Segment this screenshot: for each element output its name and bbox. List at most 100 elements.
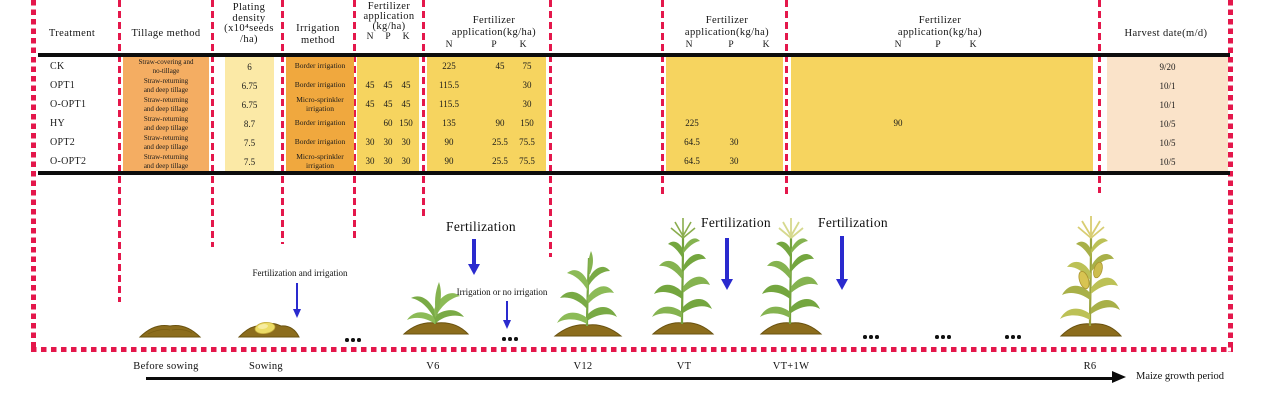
timeline-arrowhead-icon [1112, 371, 1126, 383]
npk-label: P [935, 40, 941, 50]
blue-arrow-icon [502, 320, 511, 329]
fert-value: 150 [399, 118, 413, 128]
density-value: 8.7 [243, 118, 256, 129]
fert-value [918, 57, 958, 76]
fertilization-label: Fertilization [701, 215, 771, 230]
fertilizer2-column-block [427, 57, 546, 171]
fert-value [953, 152, 993, 171]
harvest-value: 10/5 [1159, 156, 1176, 167]
fert-value: 90 [444, 156, 454, 166]
fert-value: 45 [401, 99, 411, 109]
tillage-cell: Straw-returning and deep tillage [143, 134, 189, 151]
fert-value [747, 133, 787, 152]
table-top-rule [38, 53, 1230, 57]
fert-value [953, 76, 993, 95]
density-value: 7.5 [243, 137, 256, 148]
fert-value [953, 95, 993, 114]
npk-label: P [385, 32, 391, 42]
fert-value: 30 [383, 156, 393, 166]
fert-value [918, 133, 958, 152]
fertilization-irrigation-label: Fertilization and irrigation [252, 268, 348, 278]
fert-value [878, 152, 918, 171]
harvest-value: 10/5 [1159, 137, 1176, 148]
blue-arrow-icon [721, 279, 733, 290]
npk-label: P [728, 40, 734, 50]
ellipsis-dots [502, 337, 518, 341]
blue-arrow-icon [468, 264, 480, 275]
fert-value: 64.5 [684, 137, 700, 147]
blue-arrow-icon [840, 236, 844, 279]
blue-arrow-icon [725, 238, 729, 279]
fert-value: 25.5 [492, 156, 508, 166]
fert-value [918, 152, 958, 171]
fertilization-label: Fertilization [818, 215, 888, 230]
harvest-header: Harvest date(m/d) [1124, 28, 1208, 39]
fert2-header: Fertilizer application(kg/ha) [451, 15, 537, 38]
fertilizer4-column-block [791, 57, 1093, 171]
ellipsis-dots [345, 338, 361, 342]
tillage-cell: Straw-returning and deep tillage [143, 153, 189, 170]
fert-value: 30 [401, 156, 411, 166]
npk-label: K [969, 40, 977, 50]
treatment-label: OPT2 [50, 137, 76, 148]
irrigation-cell: Border irrigation [294, 118, 346, 128]
treatment-header: Treatment [48, 28, 96, 39]
fert-value: 30 [383, 137, 393, 147]
fert-value: 225 [442, 61, 456, 71]
ellipsis-dots [863, 335, 879, 339]
stage-label: Sowing [249, 361, 283, 372]
fert-value: 75.5 [519, 156, 535, 166]
harvest-value: 10/1 [1159, 99, 1176, 110]
soil-mound-seed-illustration [237, 319, 301, 343]
column-divider [353, 0, 356, 242]
fert4-header: Fertilizer application(kg/ha) [897, 15, 983, 38]
fert-value [878, 76, 918, 95]
fert-value: 30 [729, 156, 739, 166]
fert-value [747, 114, 787, 133]
density-header: Plating density (x10⁴seeds /ha) [224, 2, 274, 45]
npk-label: K [762, 40, 770, 50]
fert-value [672, 57, 712, 76]
timeline-arrow [146, 377, 1114, 380]
irrigation-cell: Border irrigation [294, 137, 346, 147]
stage-label: VT [676, 361, 692, 372]
fert-value: 45 [401, 80, 411, 90]
fert-value [672, 76, 712, 95]
fert-value: 45 [365, 80, 375, 90]
fert-value [918, 76, 958, 95]
figure-border-bottom [31, 347, 1233, 352]
fert-value [747, 95, 787, 114]
column-divider [549, 0, 552, 257]
irrigation-cell: Border irrigation [294, 61, 346, 71]
stage-label: R6 [1083, 361, 1097, 372]
fert-value [918, 95, 958, 114]
tillage-cell: Straw-covering and no-tillage [138, 58, 194, 75]
irrigation-cell: Micro-sprinkler irrigation [296, 152, 344, 170]
ellipsis-dots [1005, 335, 1021, 339]
irrigation-column-block [286, 57, 354, 171]
harvest-value: 10/5 [1159, 118, 1176, 129]
ellipsis-dots [935, 335, 951, 339]
npk-label: N [685, 40, 693, 50]
fert-value [953, 133, 993, 152]
column-divider [281, 0, 284, 244]
harvest-value: 10/1 [1159, 80, 1176, 91]
maize-vt1w-illustration [757, 212, 825, 341]
fert-value: 30 [365, 156, 375, 166]
stage-label: VT+1W [772, 361, 810, 372]
tillage-cell: Straw-returning and deep tillage [143, 115, 189, 132]
column-divider [1098, 0, 1101, 193]
blue-arrow-icon [472, 239, 476, 264]
fert-value: 30 [729, 137, 739, 147]
fert-value: 30 [365, 137, 375, 147]
fert-value: 25.5 [492, 137, 508, 147]
fert-value: 64.5 [684, 156, 700, 166]
fert-value: 45 [383, 80, 393, 90]
fert-value [878, 57, 918, 76]
stage-label: V12 [573, 361, 593, 372]
timeline-axis-label: Maize growth period [1136, 371, 1225, 382]
column-divider [422, 0, 425, 218]
figure-border-right [1228, 0, 1233, 352]
fert-value: 75.5 [519, 137, 535, 147]
